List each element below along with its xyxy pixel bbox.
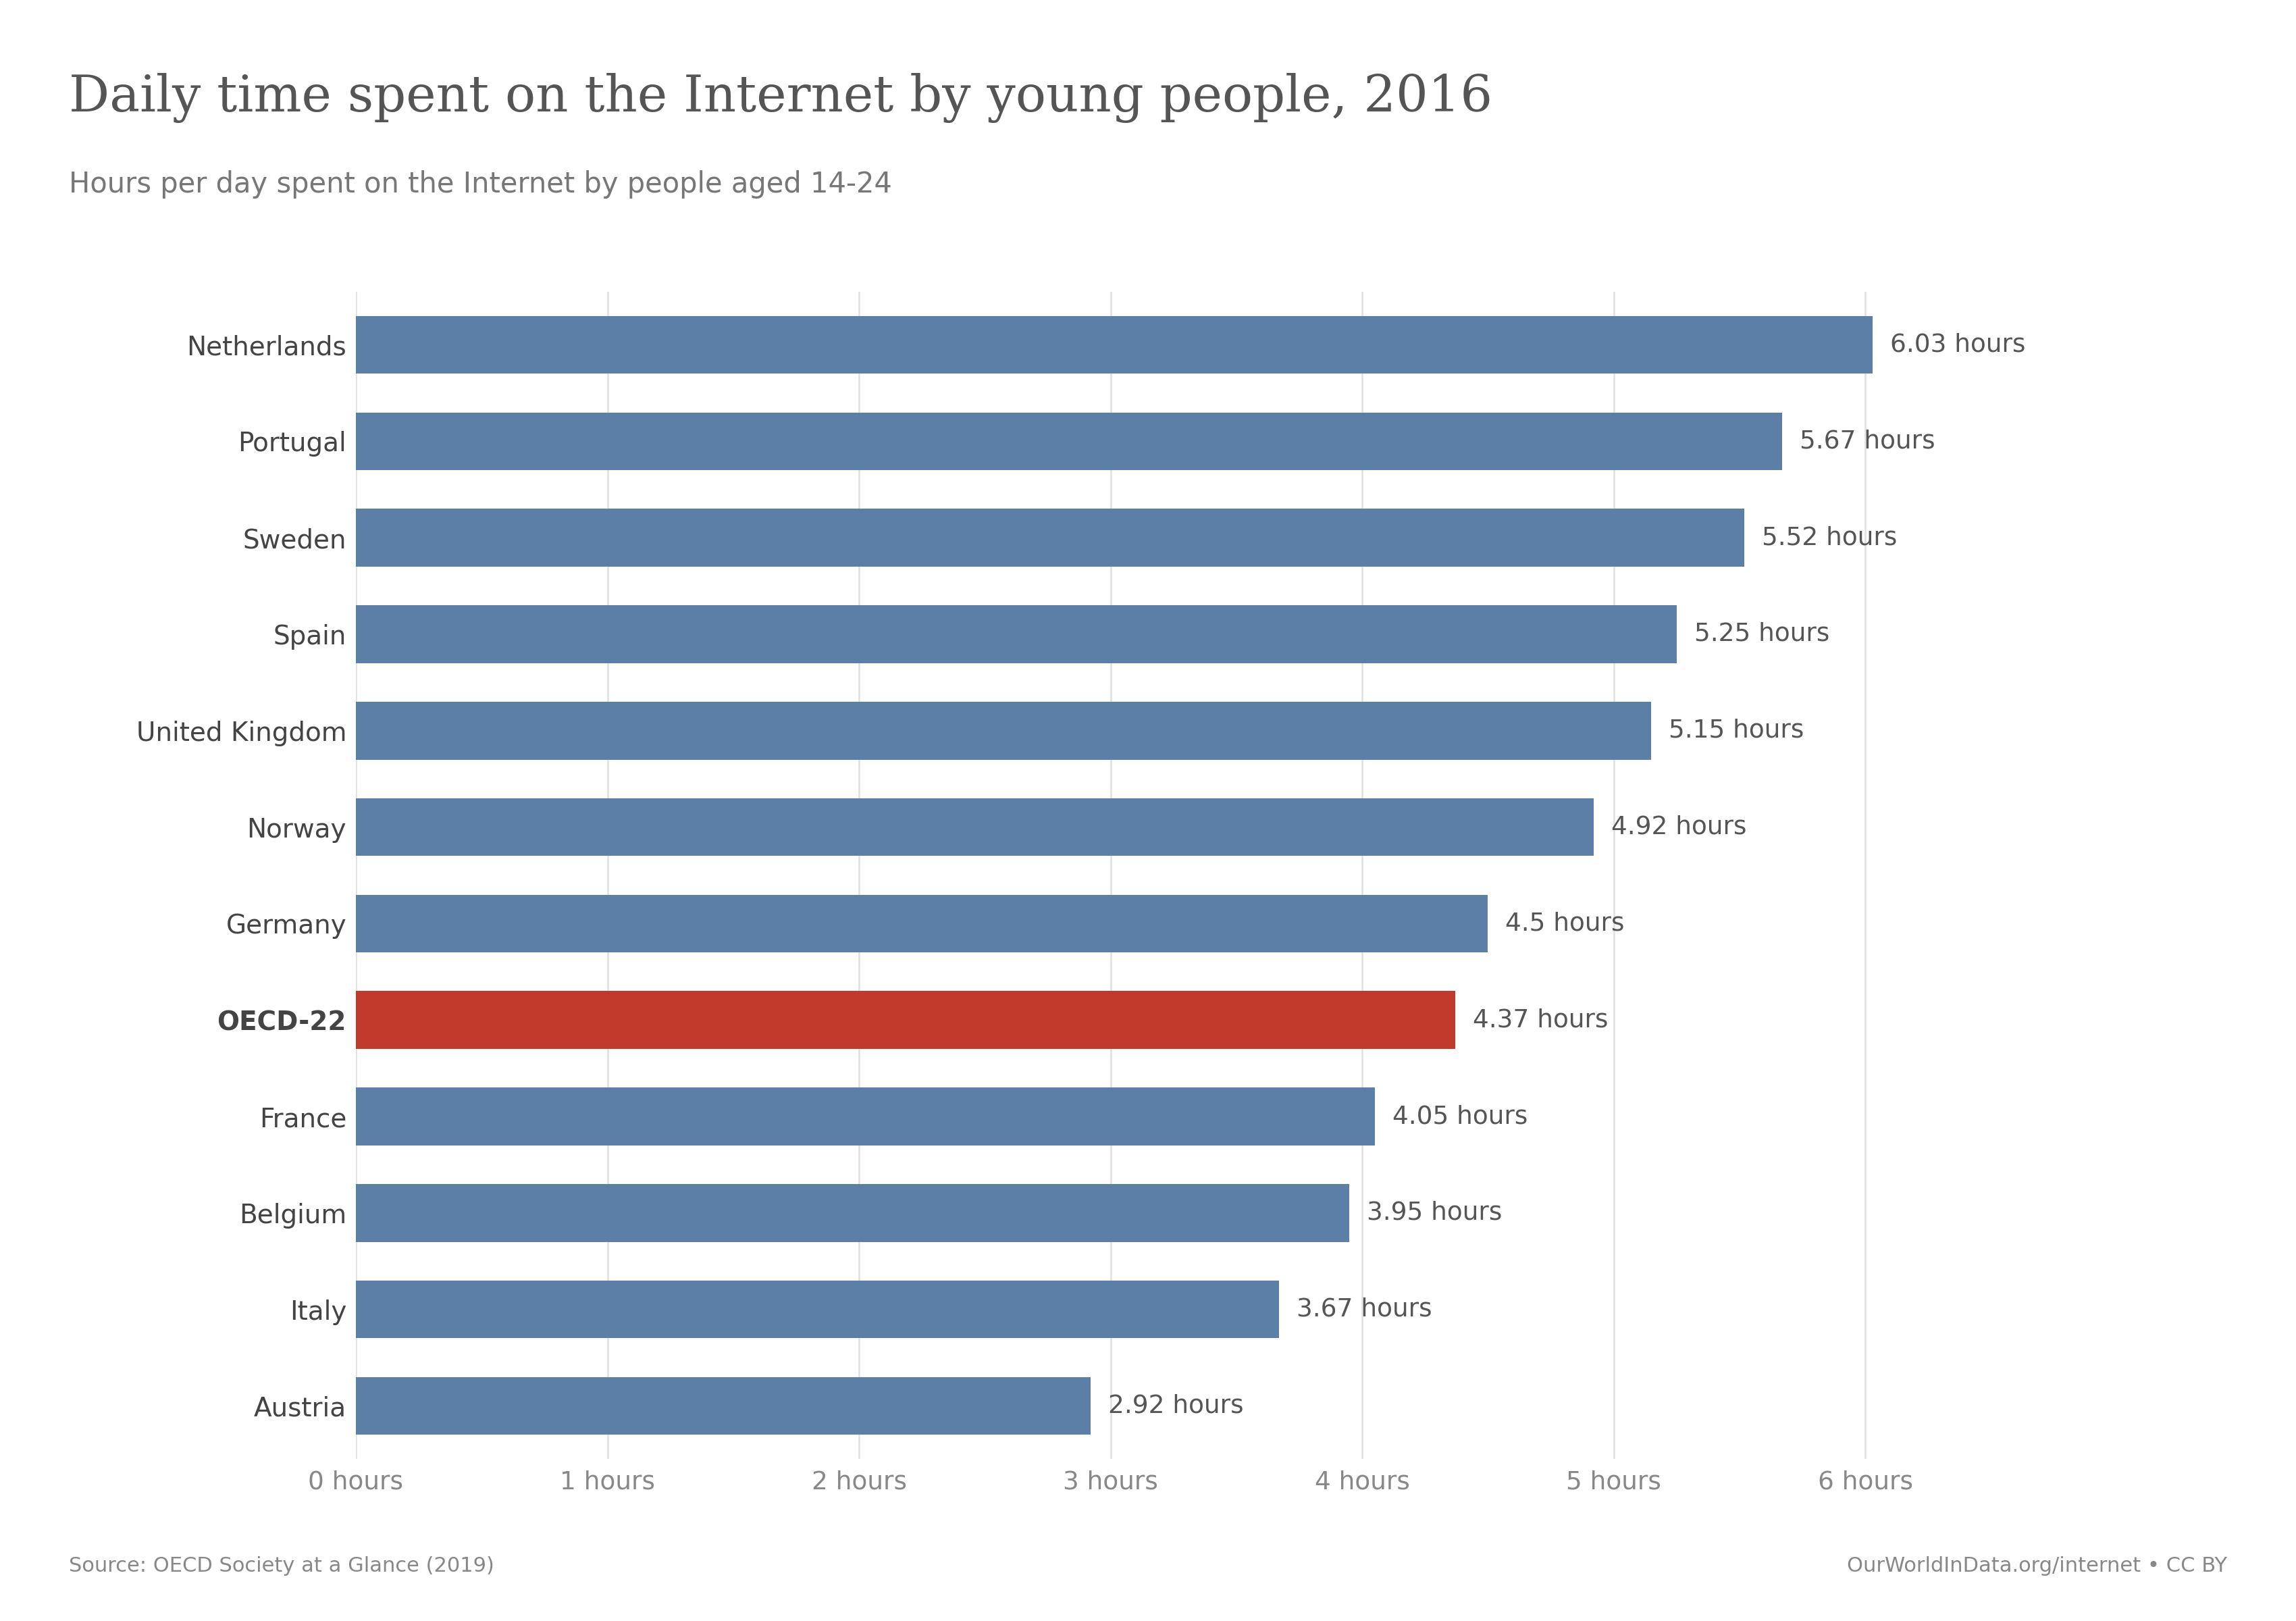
Bar — [356, 605, 1676, 663]
Bar — [356, 509, 1745, 567]
Text: 3.67 hours: 3.67 hours — [1297, 1297, 1433, 1321]
Bar — [356, 702, 1651, 760]
Bar — [356, 316, 1874, 374]
Text: Daily time spent on the Internet by young people, 2016: Daily time spent on the Internet by youn… — [69, 73, 1492, 123]
Bar — [356, 798, 1593, 856]
Text: in Data: in Data — [2043, 113, 2124, 133]
Text: 5.67 hours: 5.67 hours — [1800, 430, 1936, 454]
Text: 5.25 hours: 5.25 hours — [1694, 622, 1830, 647]
Text: 4.37 hours: 4.37 hours — [1472, 1008, 1607, 1033]
Text: OurWorldInData.org/internet • CC BY: OurWorldInData.org/internet • CC BY — [1846, 1556, 2227, 1576]
Bar — [356, 1088, 1375, 1146]
Text: 5.15 hours: 5.15 hours — [1669, 718, 1805, 742]
Bar — [356, 1376, 1091, 1435]
Text: Hours per day spent on the Internet by people aged 14-24: Hours per day spent on the Internet by p… — [69, 170, 891, 198]
Text: Our World: Our World — [2027, 58, 2140, 78]
Text: 4.92 hours: 4.92 hours — [1612, 815, 1747, 840]
Text: Source: OECD Society at a Glance (2019): Source: OECD Society at a Glance (2019) — [69, 1556, 494, 1576]
Text: 6.03 hours: 6.03 hours — [1890, 332, 2025, 357]
Bar — [356, 1183, 1350, 1242]
Text: 5.52 hours: 5.52 hours — [1761, 525, 1896, 550]
Bar — [356, 895, 1488, 953]
Text: 3.95 hours: 3.95 hours — [1366, 1201, 1502, 1225]
Bar — [356, 1281, 1279, 1339]
Text: 4.05 hours: 4.05 hours — [1391, 1104, 1527, 1128]
Text: 2.92 hours: 2.92 hours — [1109, 1394, 1244, 1418]
Bar — [356, 990, 1456, 1049]
Bar — [356, 412, 1782, 470]
Text: 4.5 hours: 4.5 hours — [1506, 911, 1626, 935]
